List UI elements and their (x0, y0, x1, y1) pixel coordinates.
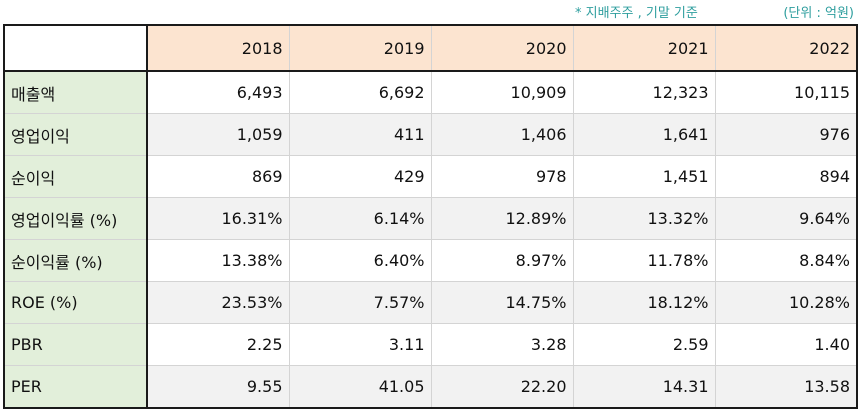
cell-value: 13.58 (714, 365, 858, 409)
cell-value: 13.38% (146, 239, 290, 282)
cell-value: 10,909 (430, 70, 574, 114)
cell-value: 429 (288, 155, 432, 198)
cell-value: 976 (714, 113, 858, 156)
cell-value: 1.40 (714, 323, 858, 366)
cell-value: 41.05 (288, 365, 432, 409)
cell-value: 8.97% (430, 239, 574, 282)
cell-value: 9.55 (146, 365, 290, 409)
row-revenue: 매출액 6,493 6,692 10,909 12,323 10,115 (3, 70, 858, 114)
year-header-2018: 2018 (146, 24, 290, 72)
row-label: PBR (3, 323, 148, 366)
basis-note: * 지배주주 , 기말 기준 (575, 6, 698, 21)
cell-value: 10.28% (714, 281, 858, 324)
row-label: 순이익률 (%) (3, 239, 148, 282)
row-label: 영업이익률 (%) (3, 197, 148, 240)
cell-value: 6,493 (146, 70, 290, 114)
row-net-income: 순이익 869 429 978 1,451 894 (3, 155, 858, 198)
cell-value: 6,692 (288, 70, 432, 114)
cell-value: 22.20 (430, 365, 574, 409)
row-label: ROE (%) (3, 281, 148, 324)
cell-value: 8.84% (714, 239, 858, 282)
cell-value: 1,641 (572, 113, 716, 156)
cell-value: 2.59 (572, 323, 716, 366)
row-net-margin: 순이익률 (%) 13.38% 6.40% 8.97% 11.78% 8.84% (3, 239, 858, 282)
cell-value: 7.57% (288, 281, 432, 324)
cell-value: 16.31% (146, 197, 290, 240)
row-pbr: PBR 2.25 3.11 3.28 2.59 1.40 (3, 323, 858, 366)
row-label: 매출액 (3, 70, 148, 114)
cell-value: 2.25 (146, 323, 290, 366)
cell-value: 894 (714, 155, 858, 198)
row-label: PER (3, 365, 148, 409)
header-row: 2018 2019 2020 2021 2022 (3, 24, 858, 72)
row-per: PER 9.55 41.05 22.20 14.31 13.58 (3, 365, 858, 409)
cell-value: 12.89% (430, 197, 574, 240)
cell-value: 869 (146, 155, 290, 198)
cell-value: 3.11 (288, 323, 432, 366)
cell-value: 6.40% (288, 239, 432, 282)
header-corner-cell (3, 24, 148, 72)
financial-summary-table: 2018 2019 2020 2021 2022 매출액 6,493 6,692… (3, 24, 858, 409)
cell-value: 10,115 (714, 70, 858, 114)
cell-value: 11.78% (572, 239, 716, 282)
cell-value: 1,059 (146, 113, 290, 156)
year-header-2021: 2021 (572, 24, 716, 72)
cell-value: 411 (288, 113, 432, 156)
cell-value: 14.75% (430, 281, 574, 324)
cell-value: 1,451 (572, 155, 716, 198)
year-header-2022: 2022 (714, 24, 858, 72)
cell-value: 18.12% (572, 281, 716, 324)
cell-value: 23.53% (146, 281, 290, 324)
year-header-2020: 2020 (430, 24, 574, 72)
row-operating-profit: 영업이익 1,059 411 1,406 1,641 976 (3, 113, 858, 156)
cell-value: 978 (430, 155, 574, 198)
cell-value: 1,406 (430, 113, 574, 156)
cell-value: 13.32% (572, 197, 716, 240)
cell-value: 9.64% (714, 197, 858, 240)
row-operating-margin: 영업이익률 (%) 16.31% 6.14% 12.89% 13.32% 9.6… (3, 197, 858, 240)
cell-value: 3.28 (430, 323, 574, 366)
row-label: 순이익 (3, 155, 148, 198)
cell-value: 14.31 (572, 365, 716, 409)
cell-value: 12,323 (572, 70, 716, 114)
cell-value: 6.14% (288, 197, 432, 240)
unit-note: (단위 : 억원) (783, 6, 854, 21)
year-header-2019: 2019 (288, 24, 432, 72)
row-roe: ROE (%) 23.53% 7.57% 14.75% 18.12% 10.28… (3, 281, 858, 324)
row-label: 영업이익 (3, 113, 148, 156)
